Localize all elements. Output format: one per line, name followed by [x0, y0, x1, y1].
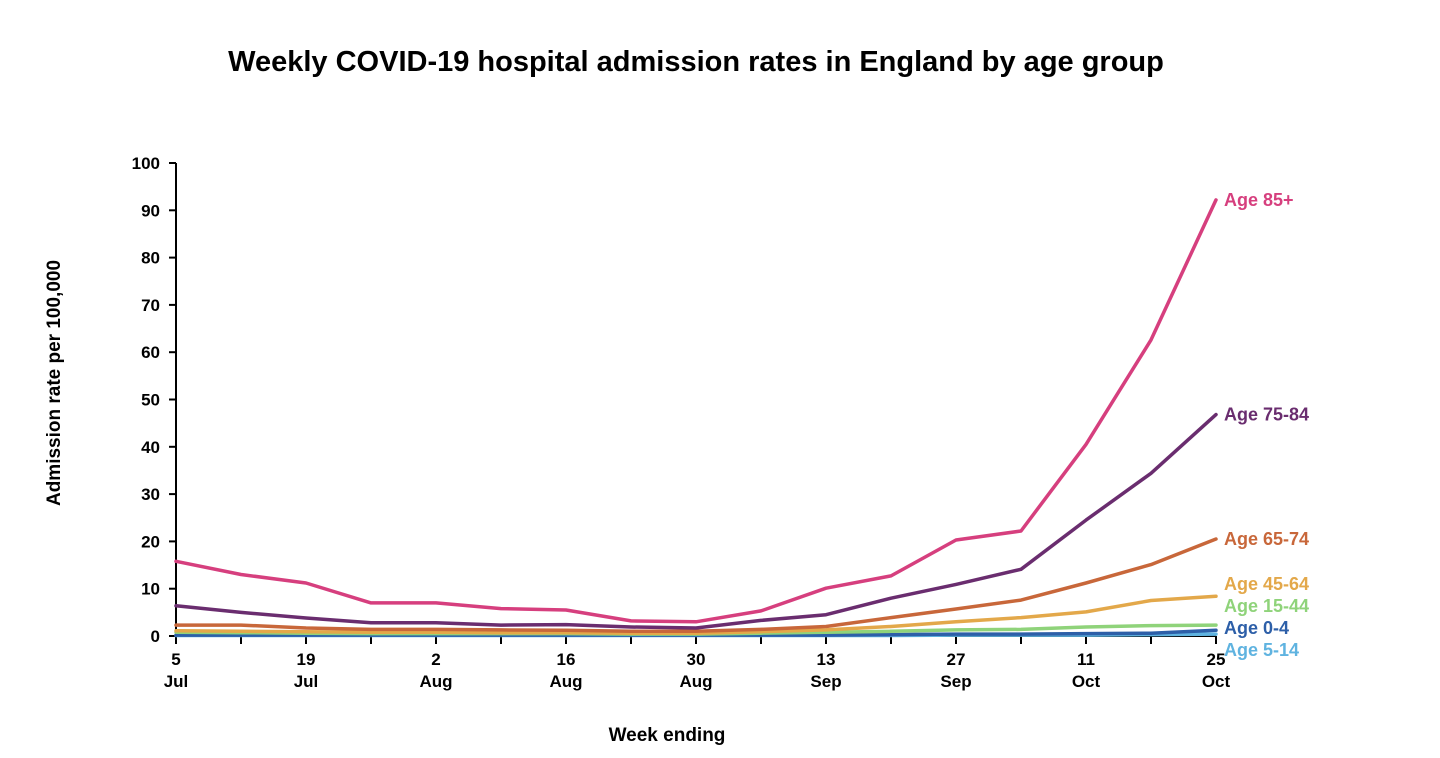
y-tick-label: 50: [141, 391, 160, 410]
y-tick-label: 20: [141, 532, 160, 551]
x-axis-title: Week ending: [609, 725, 726, 746]
series-lines: [174, 198, 1218, 638]
series-label-age-0-4: Age 0-4: [1224, 618, 1289, 638]
series-line-age-85: [174, 198, 1218, 624]
x-axis: 5 Jul 19 Jul 2 Aug 16 Aug 30 Aug 13 Sep 27 Sep 11 Oct 25…: [164, 635, 1231, 691]
x-tick-label-month: Oct: [1202, 672, 1231, 691]
y-tick-label: 10: [141, 580, 160, 599]
x-tick-label-day: 13: [817, 650, 836, 669]
y-tick-label: 100: [132, 154, 160, 173]
x-tick-label-month: Oct: [1072, 672, 1101, 691]
y-tick-label: 60: [141, 343, 160, 362]
series-label-age-45-64: Age 45-64: [1224, 574, 1309, 594]
x-tick-label-month: Sep: [940, 672, 971, 691]
x-tick-label-month: Aug: [679, 672, 712, 691]
y-axis-title: Admission rate per 100,000: [44, 260, 65, 506]
series-label-age-15-44: Age 15-44: [1224, 596, 1309, 616]
series-label-age-75-84: Age 75-84: [1224, 405, 1309, 425]
x-tick-label-month: Jul: [294, 672, 319, 691]
series-label-age-5-14: Age 5-14: [1224, 640, 1299, 660]
y-tick-label: 90: [141, 201, 160, 220]
x-tick-label-month: Sep: [810, 672, 841, 691]
series-line-age-65-74: [174, 537, 1218, 634]
series-line-age-45-64: [174, 594, 1218, 635]
y-tick-label: 80: [141, 249, 160, 268]
y-tick-label: 40: [141, 438, 160, 457]
x-tick-label-month: Jul: [164, 672, 189, 691]
x-tick-label-day: 19: [297, 650, 316, 669]
y-axis: 0 10 20 30 40 50 60 70 80 90 100: [132, 154, 177, 646]
y-tick-label: 30: [141, 485, 160, 504]
series-line-age-75-84: [174, 412, 1218, 630]
x-tick-label-day: 2: [431, 650, 440, 669]
series-label-age-65-74: Age 65-74: [1224, 529, 1309, 549]
x-tick-label-day: 5: [171, 650, 180, 669]
x-tick-label-day: 25: [1207, 650, 1226, 669]
x-tick-label-day: 16: [557, 650, 576, 669]
y-tick-label: 70: [141, 296, 160, 315]
x-tick-label-day: 27: [947, 650, 966, 669]
x-tick-label-day: 11: [1077, 650, 1095, 669]
x-tick-label-month: Aug: [549, 672, 582, 691]
y-tick-label: 0: [151, 627, 160, 646]
chart-title: Weekly COVID-19 hospital admission rates…: [228, 46, 1164, 78]
x-tick-label-month: Aug: [419, 672, 452, 691]
x-tick-label-day: 30: [687, 650, 706, 669]
series-label-age-85: Age 85+: [1224, 190, 1294, 210]
